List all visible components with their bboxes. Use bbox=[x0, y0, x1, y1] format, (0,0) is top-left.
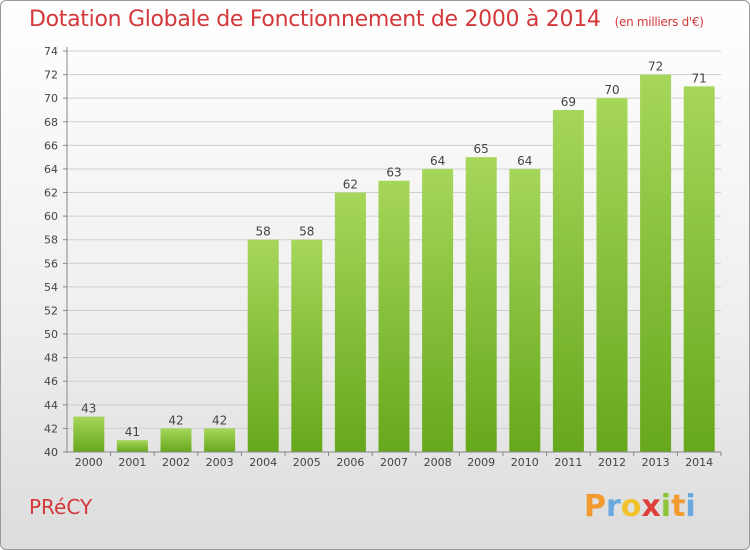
bar bbox=[73, 416, 105, 452]
y-tick-label: 60 bbox=[44, 210, 58, 223]
x-tick-label: 2004 bbox=[249, 456, 277, 469]
bar-value-label: 63 bbox=[386, 166, 401, 180]
bar-value-label: 64 bbox=[517, 154, 532, 168]
x-tick-label: 2008 bbox=[424, 456, 452, 469]
bar bbox=[291, 239, 323, 452]
bar bbox=[378, 180, 410, 452]
y-tick-label: 50 bbox=[44, 328, 58, 341]
x-tick-label: 2012 bbox=[598, 456, 626, 469]
title-unit: (en milliers d'€) bbox=[614, 15, 704, 29]
bar bbox=[683, 86, 715, 452]
bar-value-label: 69 bbox=[561, 95, 576, 109]
x-tick-label: 2007 bbox=[380, 456, 408, 469]
y-tick-label: 40 bbox=[44, 446, 58, 459]
bar-value-label: 64 bbox=[430, 154, 445, 168]
bar bbox=[422, 168, 454, 453]
bar-value-label: 72 bbox=[648, 60, 663, 74]
y-tick-label: 42 bbox=[44, 422, 58, 435]
x-tick-label: 2009 bbox=[467, 456, 495, 469]
x-tick-label: 2005 bbox=[293, 456, 321, 469]
x-tick-label: 2013 bbox=[642, 456, 670, 469]
bar bbox=[160, 428, 192, 452]
logo-letter: i bbox=[685, 489, 696, 524]
bar-value-label: 71 bbox=[692, 71, 707, 85]
y-tick-label: 72 bbox=[44, 69, 58, 82]
bar bbox=[509, 168, 541, 453]
bar-value-label: 41 bbox=[125, 425, 140, 439]
y-tick-label: 46 bbox=[44, 375, 58, 388]
chart-title: Dotation Globale de Fonctionnement de 20… bbox=[29, 7, 704, 32]
bar bbox=[204, 428, 236, 452]
bar-value-label: 43 bbox=[81, 402, 96, 416]
title-text: Dotation Globale de Fonctionnement de 20… bbox=[29, 7, 601, 32]
x-tick-label: 2014 bbox=[685, 456, 713, 469]
y-tick-label: 74 bbox=[44, 45, 58, 58]
bar bbox=[334, 192, 366, 452]
y-tick-label: 52 bbox=[44, 304, 58, 317]
bar-value-label: 65 bbox=[474, 142, 489, 156]
y-tick-label: 70 bbox=[44, 92, 58, 105]
y-tick-label: 66 bbox=[44, 139, 58, 152]
logo-letter: o bbox=[620, 489, 642, 524]
y-tick-label: 48 bbox=[44, 352, 58, 365]
logo-letter: x bbox=[641, 489, 661, 524]
logo-letter: r bbox=[606, 489, 621, 524]
logo-letter: P bbox=[584, 489, 606, 524]
x-tick-label: 2010 bbox=[511, 456, 539, 469]
logo-letter: i bbox=[660, 489, 672, 524]
y-tick-label: 56 bbox=[44, 257, 58, 270]
bar bbox=[596, 98, 628, 453]
x-tick-label: 2002 bbox=[162, 456, 190, 469]
y-tick-label: 44 bbox=[44, 399, 58, 412]
x-tick-label: 2001 bbox=[118, 456, 146, 469]
y-tick-label: 54 bbox=[44, 281, 58, 294]
bar bbox=[640, 74, 672, 453]
x-tick-label: 2006 bbox=[336, 456, 364, 469]
y-tick-label: 62 bbox=[44, 187, 58, 200]
bar-value-label: 58 bbox=[256, 225, 271, 239]
bar-value-label: 62 bbox=[343, 178, 358, 192]
x-tick-label: 2000 bbox=[75, 456, 103, 469]
bar bbox=[247, 239, 279, 452]
proxiti-logo: Proxiti bbox=[584, 489, 696, 524]
bar bbox=[465, 157, 497, 452]
bar-value-label: 42 bbox=[168, 413, 183, 427]
commune-name: PRéCY bbox=[29, 495, 93, 519]
y-tick-label: 64 bbox=[44, 163, 58, 176]
y-tick-label: 58 bbox=[44, 234, 58, 247]
bar-value-label: 70 bbox=[604, 83, 619, 97]
logo-letter: t bbox=[671, 489, 686, 524]
x-tick-label: 2003 bbox=[206, 456, 234, 469]
y-tick-label: 68 bbox=[44, 116, 58, 129]
bar-value-label: 58 bbox=[299, 225, 314, 239]
x-tick-label: 2011 bbox=[554, 456, 582, 469]
bar bbox=[116, 440, 148, 452]
bar-value-label: 42 bbox=[212, 413, 227, 427]
bar bbox=[552, 109, 584, 453]
